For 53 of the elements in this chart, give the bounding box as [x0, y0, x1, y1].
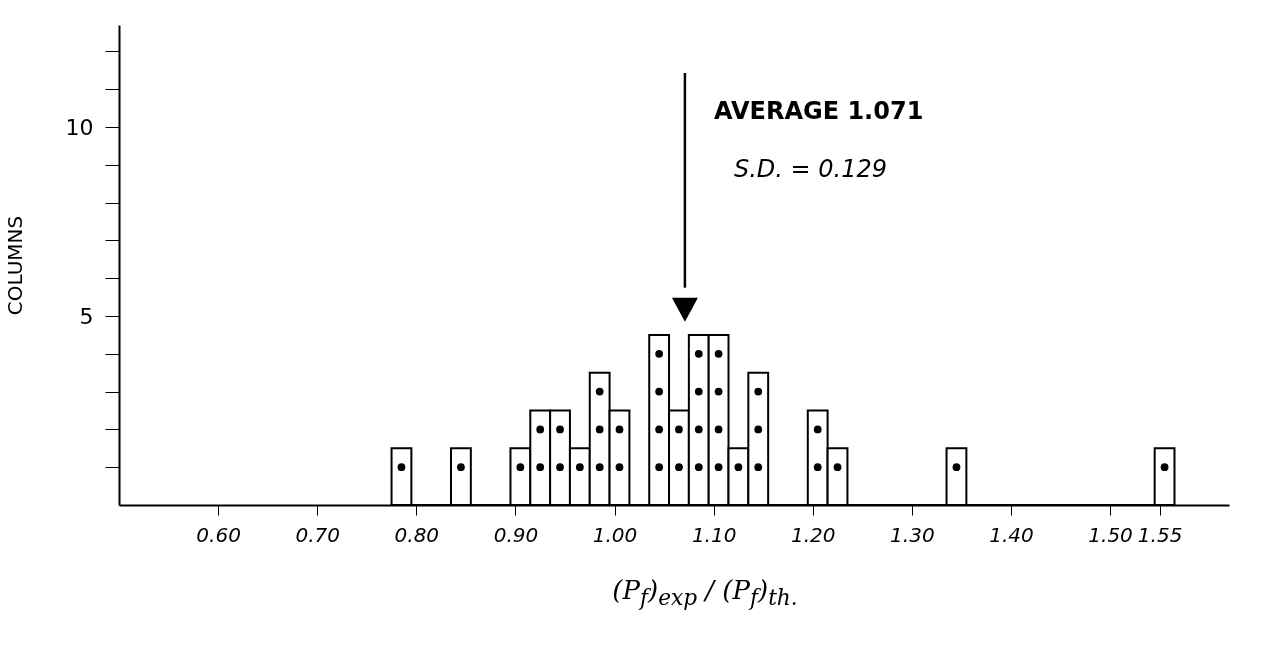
point	[556, 463, 564, 472]
point	[675, 463, 683, 472]
point	[595, 425, 604, 434]
x-axis-title: (P$_{f}$)$_{exp}$ / (P$_{f}$)$_{th.}$	[611, 575, 799, 611]
point	[556, 425, 564, 434]
point	[754, 387, 763, 396]
point	[595, 463, 604, 472]
y-tick-label: 5	[79, 303, 94, 329]
x-tick-label: 0.90	[493, 522, 539, 547]
point	[714, 463, 723, 472]
y-axis-title: COLUMNS	[2, 215, 27, 316]
point	[655, 349, 664, 358]
point	[734, 463, 743, 472]
point	[952, 463, 961, 472]
point	[694, 425, 703, 434]
x-tick-label: 1.40	[989, 522, 1034, 547]
x-tick-label: 1.55	[1137, 522, 1183, 547]
point	[655, 463, 664, 472]
point	[655, 387, 664, 396]
point	[615, 425, 624, 434]
x-tick-label: 1.20	[790, 522, 836, 547]
point	[714, 349, 723, 358]
point	[536, 463, 545, 472]
point	[615, 463, 624, 472]
x-tick-label: 1.50	[1088, 522, 1133, 547]
x-tick-label: 0.80	[394, 522, 440, 547]
x-tick-label: 0.70	[295, 522, 340, 547]
point	[1160, 463, 1169, 472]
annotation: S.D. = 0.129	[734, 155, 888, 183]
point	[675, 425, 683, 434]
point	[575, 463, 584, 472]
point	[714, 425, 723, 434]
x-tick-label: 1.10	[691, 522, 737, 547]
point	[754, 463, 763, 472]
point	[694, 387, 703, 396]
point	[754, 425, 763, 434]
point	[536, 425, 545, 434]
y-tick-label: 10	[65, 114, 94, 140]
point	[655, 425, 664, 434]
point	[694, 463, 703, 472]
x-tick-label: 1.00	[592, 522, 638, 547]
point	[714, 387, 723, 396]
point	[595, 387, 604, 396]
point	[813, 425, 822, 434]
point	[397, 463, 406, 472]
point	[813, 463, 822, 472]
point	[694, 349, 703, 358]
point	[833, 463, 842, 472]
point	[457, 463, 465, 472]
x-tick-label: 0.60	[196, 522, 241, 547]
x-tick-label: 1.30	[890, 522, 935, 547]
point	[516, 463, 525, 472]
annotation: AVERAGE 1.071	[714, 97, 924, 125]
